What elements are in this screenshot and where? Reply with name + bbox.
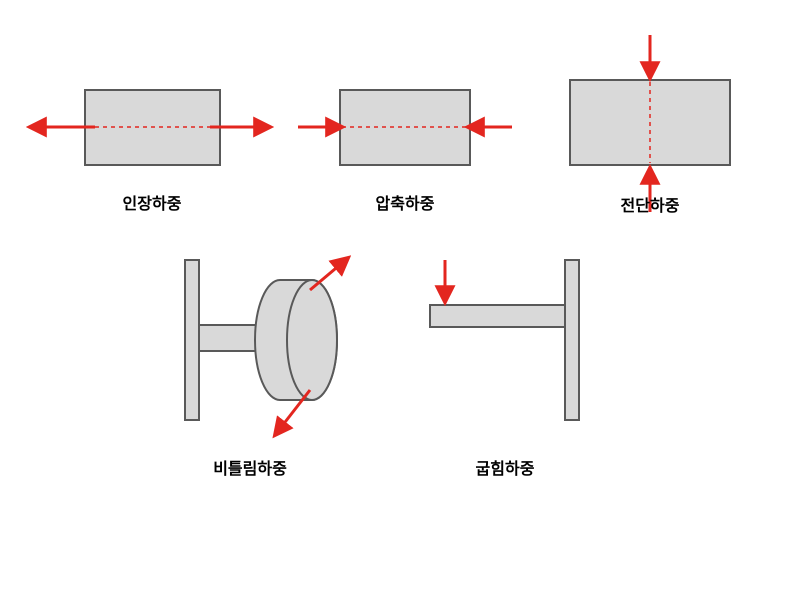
bending-beam bbox=[430, 305, 565, 327]
load-types-diagram bbox=[0, 0, 800, 600]
bending-label: 굽힘하중 bbox=[445, 455, 565, 479]
shear-diagram bbox=[570, 35, 730, 212]
bending-wall bbox=[565, 260, 579, 420]
compression-label: 압축하중 bbox=[345, 190, 465, 214]
shear-label: 전단하중 bbox=[590, 192, 710, 216]
tension-label: 인장하중 bbox=[92, 190, 212, 214]
torsion-arrow-top bbox=[310, 258, 348, 290]
tension-diagram bbox=[30, 90, 270, 165]
bending-diagram bbox=[430, 260, 579, 420]
torsion-disk bbox=[255, 280, 337, 400]
compression-diagram bbox=[298, 90, 512, 165]
torsion-diagram bbox=[185, 258, 348, 435]
torsion-back-plate bbox=[185, 260, 199, 420]
torsion-label: 비틀림하중 bbox=[190, 455, 310, 479]
